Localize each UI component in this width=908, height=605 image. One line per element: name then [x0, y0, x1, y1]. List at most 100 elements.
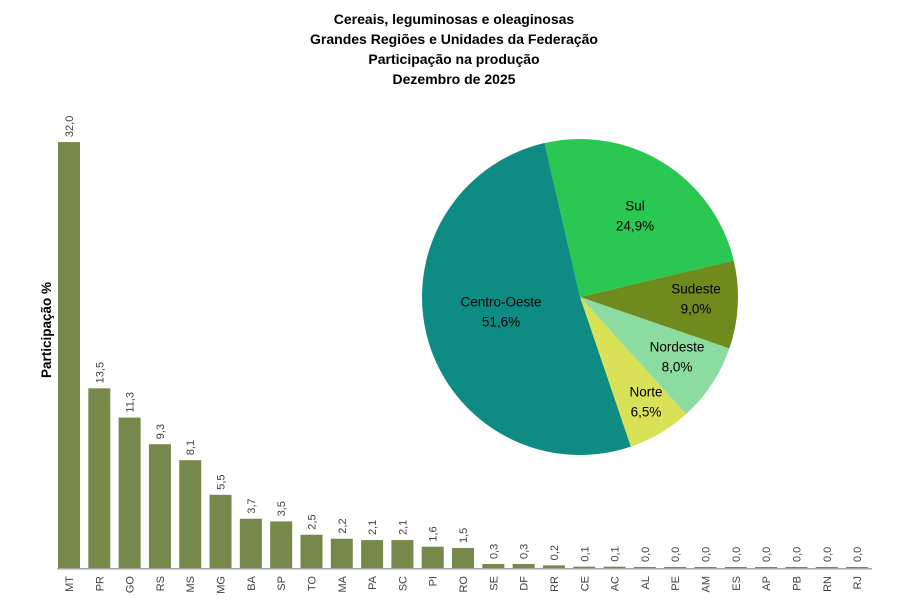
category-label-PR: PR [94, 576, 106, 591]
bar-MT [58, 142, 80, 568]
pie-slice-norte [580, 297, 687, 447]
bar-value-label-RJ: 0,0 [852, 547, 864, 562]
bar-MS [179, 460, 202, 568]
bar-value-label-MG: 5,5 [216, 474, 228, 489]
bar-value-label-AL: 0,0 [640, 547, 652, 562]
pie-slice-sudeste [580, 260, 738, 349]
pie-label-value: 6,5% [630, 404, 662, 419]
bar-value-label-AC: 0,1 [610, 546, 622, 561]
category-label-PE: PE [670, 576, 682, 591]
chart-title-line-2: Grandes Regiões e Unidades da Federação [310, 31, 598, 47]
category-label-BA: BA [246, 575, 258, 590]
bar-AM [694, 567, 717, 568]
bar-value-label-MS: 8,1 [185, 440, 197, 455]
bar-PE [664, 567, 687, 568]
bar-value-label-BA: 3,7 [246, 498, 258, 513]
pie-label-sudeste: Sudeste 9,0% [671, 280, 721, 319]
category-label-RR: RR [549, 576, 561, 592]
pie-label-value: 51,6% [481, 314, 521, 329]
pie-label-name: Sul [625, 198, 645, 214]
bar-value-label-TO: 2,5 [306, 514, 318, 529]
bar-value-label-MT: 32,0 [64, 116, 76, 137]
bar-RR [542, 565, 565, 568]
pie-label-centro-oeste: Centro-Oeste 51,6% [460, 293, 541, 332]
bar-PI [421, 546, 444, 568]
bar-value-label-AP: 0,0 [761, 547, 773, 562]
category-label-RO: RO [458, 576, 470, 593]
category-label-GO: GO [125, 576, 137, 594]
bar-SE [482, 564, 505, 568]
pie-label-sul: Sul 24,9% [616, 197, 654, 236]
pie-label-norte: Norte 6,5% [629, 383, 662, 422]
category-label-SC: SC [397, 576, 409, 591]
pie-label-value: 24,9% [615, 218, 655, 233]
bar-value-label-SP: 3,5 [276, 501, 288, 516]
bar-value-label-PA: 2,1 [367, 520, 379, 535]
category-label-SE: SE [488, 576, 500, 591]
chart-title: Cereais, leguminosas e oleaginosas Grand… [0, 9, 908, 89]
bar-AL [633, 567, 656, 568]
bar-value-label-RO: 1,5 [458, 528, 470, 543]
bar-MG [209, 494, 232, 568]
category-label-RS: RS [155, 576, 167, 591]
bar-BA [239, 518, 262, 568]
category-label-RN: RN [822, 576, 834, 592]
bar-value-label-PI: 1,6 [428, 526, 440, 541]
chart-title-line-3: Participação na produção [368, 51, 540, 67]
bar-MA [330, 538, 353, 568]
bar-AC [603, 566, 626, 568]
category-label-RJ: RJ [852, 576, 864, 589]
bar-TO [300, 534, 323, 568]
bar-RN [815, 567, 838, 568]
pie-label-name: Nordeste [649, 339, 705, 355]
pie-slice-sul [544, 139, 734, 297]
category-label-DF: DF [519, 576, 531, 591]
category-label-MS: MS [185, 576, 197, 593]
category-label-AP: AP [761, 576, 773, 591]
bar-value-label-RS: 9,3 [155, 424, 167, 439]
category-label-AC: AC [610, 576, 622, 591]
bar-value-label-GO: 11,3 [125, 392, 137, 413]
bar-PB [785, 567, 808, 568]
bar-value-label-MA: 2,2 [337, 518, 349, 533]
bar-ES [724, 567, 747, 568]
pie-label-value: 8,0% [661, 359, 693, 374]
bar-PA [361, 540, 384, 568]
chart-title-line-4: Dezembro de 2025 [392, 71, 516, 87]
bar-value-label-PR: 13,5 [94, 362, 106, 383]
category-label-MG: MG [216, 576, 228, 594]
bar-DF [512, 564, 535, 568]
bar-GO [118, 417, 141, 568]
pie-label-nordeste: Nordeste 8,0% [650, 338, 705, 377]
chart-title-line-1: Cereais, leguminosas e oleaginosas [333, 11, 575, 27]
bar-AP [755, 567, 778, 568]
bar-RO [452, 548, 475, 568]
category-label-PA: PA [367, 575, 379, 590]
pie-label-name: Centro-Oeste [460, 294, 542, 310]
category-label-AL: AL [640, 576, 652, 589]
bar-value-label-CE: 0,1 [579, 546, 591, 561]
pie-label-name: Sudeste [671, 281, 721, 297]
category-label-SP: SP [276, 576, 288, 591]
bar-value-label-AM: 0,0 [701, 547, 713, 562]
bar-value-label-ES: 0,0 [731, 547, 743, 562]
pie-slice-nordeste [580, 297, 730, 415]
bar-SC [391, 540, 414, 568]
category-label-AM: AM [701, 576, 713, 593]
bar-value-label-RN: 0,0 [822, 547, 834, 562]
bar-CE [573, 566, 596, 568]
bar-SP [270, 521, 293, 568]
pie-chart [422, 139, 738, 455]
bar-RS [148, 444, 171, 568]
bar-PR [88, 388, 111, 568]
category-label-PB: PB [791, 576, 803, 591]
y-axis-label: Participação % [39, 282, 54, 378]
category-label-MT: MT [64, 576, 76, 592]
category-label-ES: ES [731, 576, 743, 591]
bar-value-label-SE: 0,3 [488, 544, 500, 559]
category-label-MA: MA [337, 575, 349, 592]
pie-label-name: Norte [629, 384, 663, 400]
category-label-CE: CE [579, 576, 591, 591]
